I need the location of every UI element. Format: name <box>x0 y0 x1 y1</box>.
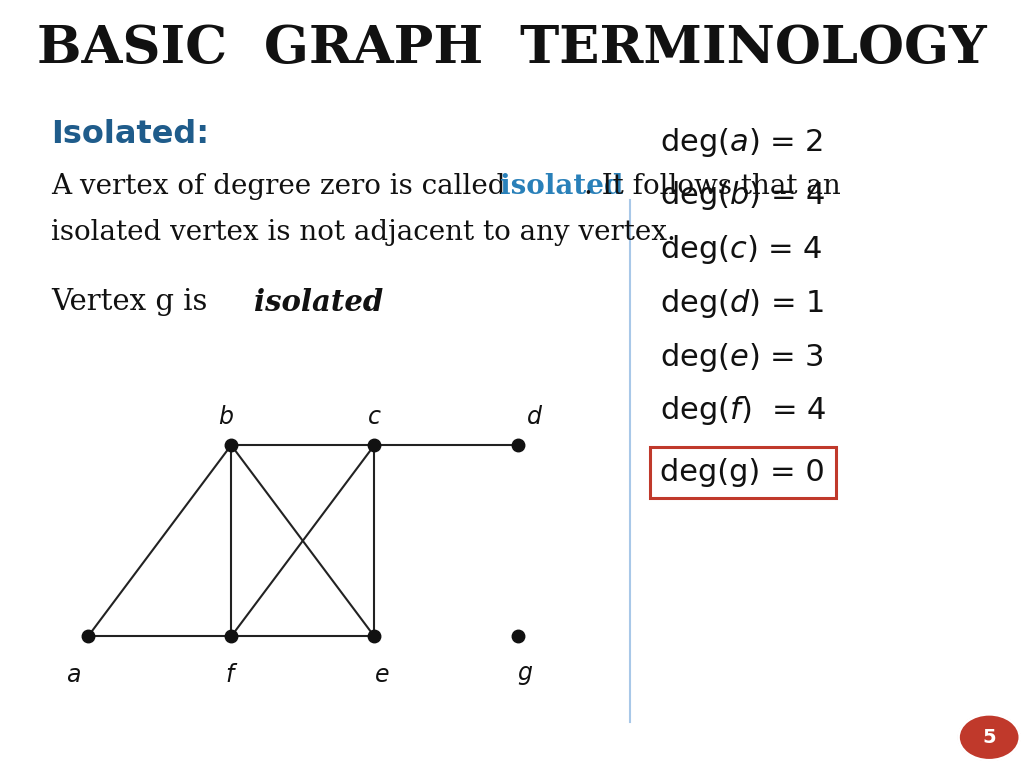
Text: BASIC  GRAPH  TERMINOLOGY: BASIC GRAPH TERMINOLOGY <box>37 23 987 74</box>
Text: deg($b$) = 4: deg($b$) = 4 <box>660 180 825 212</box>
Text: .: . <box>364 288 373 316</box>
Text: $a$: $a$ <box>67 663 81 687</box>
Text: $e$: $e$ <box>374 663 390 687</box>
Text: deg($c$) = 4: deg($c$) = 4 <box>660 233 823 266</box>
Text: isolated: isolated <box>254 288 383 317</box>
Text: deg($e$) = 3: deg($e$) = 3 <box>660 341 824 373</box>
Text: 5: 5 <box>982 728 996 746</box>
Text: $g$: $g$ <box>517 663 534 687</box>
Text: $c$: $c$ <box>367 405 382 429</box>
Text: deg($d$) = 1: deg($d$) = 1 <box>660 287 824 319</box>
Text: deg(g) = 0: deg(g) = 0 <box>660 458 825 487</box>
Text: $b$: $b$ <box>218 405 234 429</box>
Circle shape <box>958 714 1020 760</box>
Text: Isolated:: Isolated: <box>51 119 209 150</box>
Text: A vertex of degree zero is called: A vertex of degree zero is called <box>51 173 523 200</box>
Text: $f$: $f$ <box>224 663 238 687</box>
Text: deg($a$) = 2: deg($a$) = 2 <box>660 126 823 158</box>
Text: deg($f$)  = 4: deg($f$) = 4 <box>660 395 826 427</box>
Text: isolated vertex is not adjacent to any vertex.: isolated vertex is not adjacent to any v… <box>51 219 676 246</box>
Text: Vertex g is: Vertex g is <box>51 288 217 316</box>
Text: $d$: $d$ <box>526 405 544 429</box>
Text: isolated: isolated <box>500 173 623 200</box>
Text: . It follows that an: . It follows that an <box>584 173 841 200</box>
